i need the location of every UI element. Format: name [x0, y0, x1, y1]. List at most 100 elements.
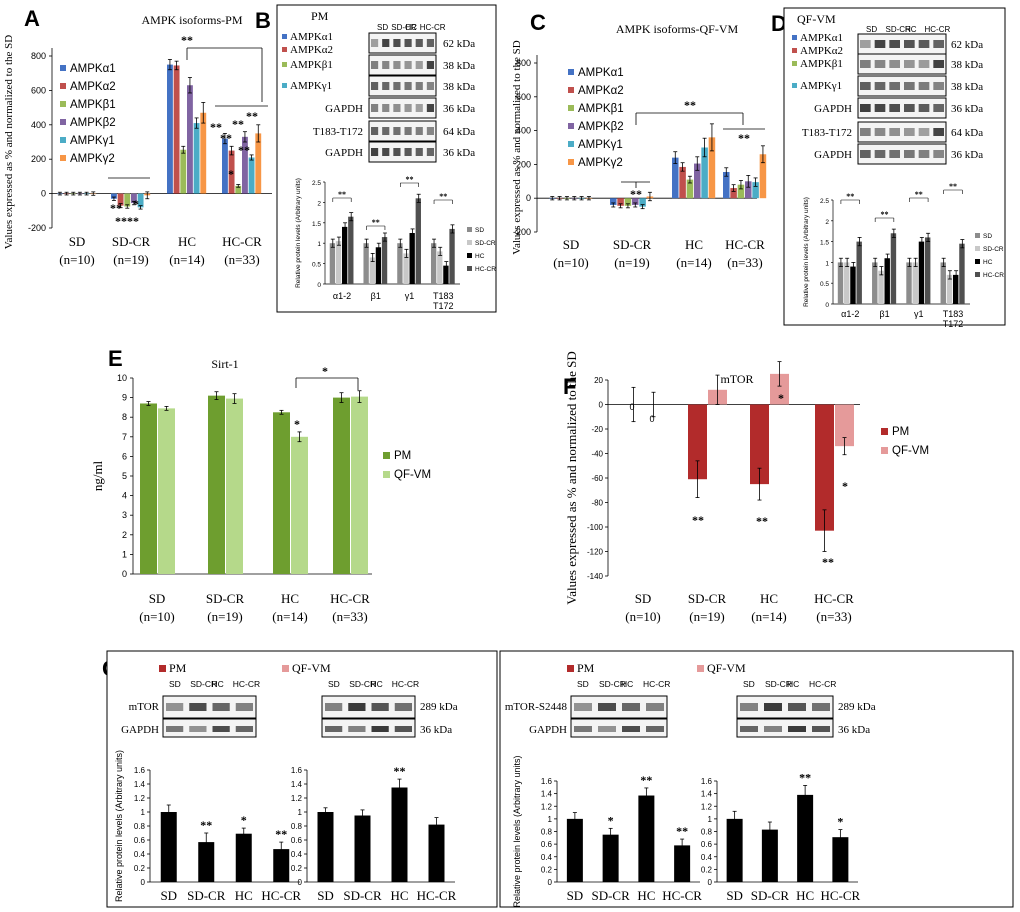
y-tick-label: -200	[28, 223, 46, 233]
blot-band	[889, 104, 900, 112]
significance-mark: *	[837, 815, 843, 829]
legend-swatch	[568, 87, 574, 93]
category-label-line2: T172	[433, 301, 454, 311]
bar-hc-cr	[924, 237, 931, 304]
legend-label: AMPKα2	[578, 85, 624, 97]
bar-ampkα1	[672, 157, 679, 199]
category-label: HC	[685, 237, 703, 252]
blot-band	[382, 104, 390, 112]
panel-label-b: B	[255, 8, 271, 33]
blot-band	[812, 703, 830, 711]
blot-band	[426, 104, 434, 112]
significance-mark: **	[692, 513, 704, 527]
bar-pm	[750, 404, 769, 485]
legend-swatch	[383, 471, 390, 478]
y-tick-label: 0	[122, 569, 127, 579]
blot-strip	[570, 695, 668, 719]
significance-mark: **	[246, 109, 258, 123]
category-n: (n=19)	[113, 252, 149, 267]
blot-band	[371, 726, 389, 732]
category-label: SD	[726, 888, 743, 903]
y-axis-label: Relative protein levels (Arbitrary units…	[803, 197, 810, 307]
y-tick-label: 2.5	[312, 180, 321, 187]
blot-band	[874, 40, 886, 48]
significance-mark: **	[110, 201, 122, 215]
bar-hc	[443, 265, 449, 284]
y-tick-label: 0.2	[134, 864, 146, 873]
lane-label: SD	[866, 25, 877, 34]
blot-band	[348, 703, 366, 711]
chart-h-pm: 0 0.2 0.4 0.6 0.8 1 1.2 1.4 1.6 SD * SD-CR ** HC ** HC-…	[512, 755, 702, 907]
bar-ampkα1	[167, 64, 173, 194]
legend-swatch	[567, 665, 574, 672]
category-label: β1	[879, 309, 889, 319]
lane-label: SD-CR	[391, 23, 417, 32]
legend-swatch	[467, 266, 472, 271]
bar-hc-cr	[959, 243, 965, 304]
blot-band	[393, 148, 401, 156]
legend-swatch	[975, 259, 980, 264]
bar-qf-vm	[770, 373, 789, 405]
bar	[235, 833, 252, 882]
blot-band	[371, 104, 379, 112]
legend-label: AMPKα2	[70, 81, 116, 93]
significance-mark: **	[846, 192, 854, 201]
legend-label: HC	[983, 259, 993, 266]
y-tick-label: 0	[41, 189, 46, 199]
bar-hc	[409, 233, 415, 284]
y-tick-label: 0.6	[541, 840, 553, 849]
legend-swatch	[383, 452, 390, 459]
category-label: HC-CR	[821, 888, 861, 903]
legend-label: QF-VM	[292, 661, 331, 675]
blot-band	[404, 148, 412, 156]
significance-mark: *	[241, 813, 247, 827]
bar-sd-cr	[403, 253, 409, 284]
bar-ampkβ2	[242, 136, 248, 194]
y-tick-label: 200	[516, 159, 531, 169]
significance-mark: **	[238, 143, 250, 157]
legend-label: AMPKα1	[578, 67, 624, 79]
legend-label: AMPKβ1	[578, 103, 624, 115]
blot-band	[325, 726, 343, 732]
bar-hc	[375, 247, 382, 284]
bar-hc-cr	[348, 216, 354, 284]
blot-band	[371, 127, 379, 135]
significance-mark: **	[676, 824, 688, 838]
lane-label: HC-CR	[392, 679, 419, 689]
category-label: HC-CR	[222, 234, 262, 249]
bar-ampkγ1	[137, 193, 144, 208]
blot-strip	[736, 695, 834, 719]
category-n: (n=33)	[224, 252, 260, 267]
blot-band	[874, 150, 886, 158]
bar-sd-cr	[912, 262, 918, 304]
bar-ampkγ1	[193, 123, 200, 194]
blot-title: QF-VM	[797, 12, 836, 26]
significance-mark: *	[133, 197, 139, 211]
y-tick-label: -40	[591, 450, 603, 459]
significance-mark: **	[200, 818, 212, 832]
category-n: (n=14)	[751, 609, 787, 624]
y-tick-label: 0.4	[134, 850, 146, 859]
bar-pm	[688, 404, 707, 480]
y-tick-label: 1.4	[291, 780, 303, 789]
y-tick-label: 7	[122, 432, 127, 442]
bar-sd	[872, 262, 878, 304]
blot-band	[415, 39, 423, 47]
bar-sd	[363, 243, 369, 284]
bar-ampkβ2	[131, 193, 137, 204]
blot-band	[812, 726, 830, 732]
category-label: HC	[796, 888, 814, 903]
y-tick-label: 1.2	[541, 802, 553, 811]
y-tick-label: 1.4	[134, 780, 146, 789]
blot-band	[860, 60, 871, 68]
kda-label: 36 kDa	[443, 147, 475, 159]
blot-band	[426, 82, 434, 90]
category-label: SD-CR	[613, 237, 652, 252]
bar-sd	[397, 243, 403, 284]
blot-band	[933, 60, 944, 68]
category-label: SD	[563, 237, 580, 252]
significance-mark: **	[756, 514, 768, 528]
y-axis-label: Relative protein levels (Arbitrary units…	[512, 755, 522, 907]
